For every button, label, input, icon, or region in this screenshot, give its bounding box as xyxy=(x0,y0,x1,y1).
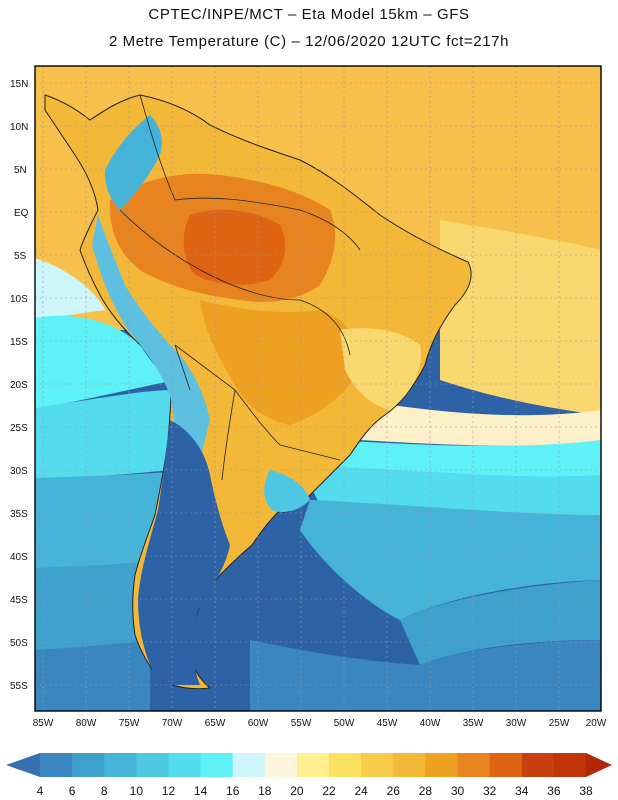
lon-label: 30W xyxy=(506,718,527,729)
lon-label: 25W xyxy=(549,718,570,729)
colorbar-label: 20 xyxy=(290,784,304,798)
colorbar-cell xyxy=(361,753,394,777)
lat-label: EQ xyxy=(14,208,29,219)
colorbar-cell xyxy=(168,753,202,777)
colorbar-cell xyxy=(425,753,459,777)
lon-label: 70W xyxy=(162,718,183,729)
map-field xyxy=(35,66,601,711)
lat-label: 15N xyxy=(10,79,28,90)
colorbar-left-arrow xyxy=(6,753,40,777)
colorbar-label: 34 xyxy=(515,784,529,798)
amazon-hottest-region xyxy=(183,209,286,285)
colorbar-label: 26 xyxy=(387,784,401,798)
colorbar-label: 12 xyxy=(162,784,176,798)
andes-cold-strip xyxy=(92,215,210,480)
colorbar-label: 24 xyxy=(355,784,369,798)
grid-lines xyxy=(35,66,601,711)
colorbar-cell xyxy=(457,753,491,777)
lat-label: 25S xyxy=(10,423,28,434)
colorbar-label: 10 xyxy=(130,784,144,798)
colorbar-cell xyxy=(40,753,73,777)
lat-label: 50S xyxy=(10,638,28,649)
colorbar xyxy=(6,753,612,777)
colorbar-cell xyxy=(489,753,523,777)
uruguay-cool-region xyxy=(264,470,310,512)
lat-label: 35S xyxy=(10,509,28,520)
colorbar-cell xyxy=(136,753,169,777)
colorbar-label: 30 xyxy=(451,784,465,798)
lon-label: 65W xyxy=(205,718,226,729)
colorbar-label: 4 xyxy=(37,784,44,798)
longitude-labels: 85W 80W 75W 70W 65W 60W 55W 50W 45W 40W … xyxy=(33,718,607,729)
colorbar-cell xyxy=(521,753,555,777)
lon-label: 35W xyxy=(463,718,484,729)
colorbar-label: 18 xyxy=(258,784,272,798)
lon-label: 20W xyxy=(586,718,607,729)
colorbar-label: 32 xyxy=(483,784,497,798)
colorbar-label: 14 xyxy=(194,784,208,798)
central-brazil-region xyxy=(200,300,361,425)
colorbar-labels: 4 6 8 10 12 14 16 18 20 22 24 26 28 30 32 34 36 38 xyxy=(37,784,593,798)
map-subtitle: 2 Metre Temperature (C) – 12/06/2020 12U… xyxy=(108,33,510,50)
latitude-labels: 15N 10N 5N EQ 5S 10S 15S 20S 25S 30S 35S… xyxy=(10,79,29,692)
lon-label: 80W xyxy=(76,718,97,729)
colorbar-label: 8 xyxy=(101,784,108,798)
colorbar-cell xyxy=(329,753,362,777)
colorbar-label: 38 xyxy=(579,784,593,798)
lat-label: 10S xyxy=(10,294,28,305)
colorbar-cell xyxy=(553,753,587,777)
ocean-band-8 xyxy=(35,640,601,711)
colorbar-label: 6 xyxy=(69,784,76,798)
lon-label: 85W xyxy=(33,718,54,729)
colorbar-label: 22 xyxy=(322,784,336,798)
colorbar-right-arrow xyxy=(586,753,612,777)
lat-label: 40S xyxy=(10,552,28,563)
colorbar-cell xyxy=(232,753,266,777)
north-andes-cold-region xyxy=(104,115,162,210)
ocean-band-14 xyxy=(35,390,601,520)
colorbar-cell xyxy=(264,753,298,777)
lon-label: 60W xyxy=(248,718,269,729)
ocean-band-16 xyxy=(35,315,601,480)
lat-label: 20S xyxy=(10,380,28,391)
colorbar-cell xyxy=(393,753,426,777)
lat-label: 15S xyxy=(10,337,28,348)
ocean-band-20 xyxy=(360,400,601,447)
ocean-band-10 xyxy=(35,560,601,665)
lon-label: 55W xyxy=(291,718,312,729)
lat-label: 10N xyxy=(10,122,28,133)
ocean-band-18 xyxy=(35,258,105,320)
colorbar-cell xyxy=(200,753,234,777)
lon-label: 75W xyxy=(119,718,140,729)
lon-label: 45W xyxy=(377,718,398,729)
patagonia-cold-region xyxy=(138,420,230,685)
lon-label: 40W xyxy=(420,718,441,729)
colorbar-label: 16 xyxy=(226,784,240,798)
lat-label: 5S xyxy=(14,251,27,262)
lon-label: 50W xyxy=(334,718,355,729)
lat-label: 30S xyxy=(10,466,28,477)
southeast-mild-region xyxy=(340,328,421,410)
colorbar-label: 36 xyxy=(547,784,561,798)
ocean-band-24 xyxy=(440,220,601,415)
colorbar-cell xyxy=(72,753,105,777)
lat-label: 5N xyxy=(14,165,27,176)
colorbar-cell xyxy=(104,753,137,777)
country-borders xyxy=(119,94,361,481)
map-frame xyxy=(34,65,602,712)
lat-label: 45S xyxy=(10,595,28,606)
colorbar-cell xyxy=(296,753,330,777)
lat-label: 55S xyxy=(10,681,28,692)
colorbar-label: 28 xyxy=(419,784,433,798)
map-title: CPTEC/INPE/MCT – Eta Model 15km – GFS xyxy=(148,6,470,23)
ocean-band-12 xyxy=(35,472,601,620)
